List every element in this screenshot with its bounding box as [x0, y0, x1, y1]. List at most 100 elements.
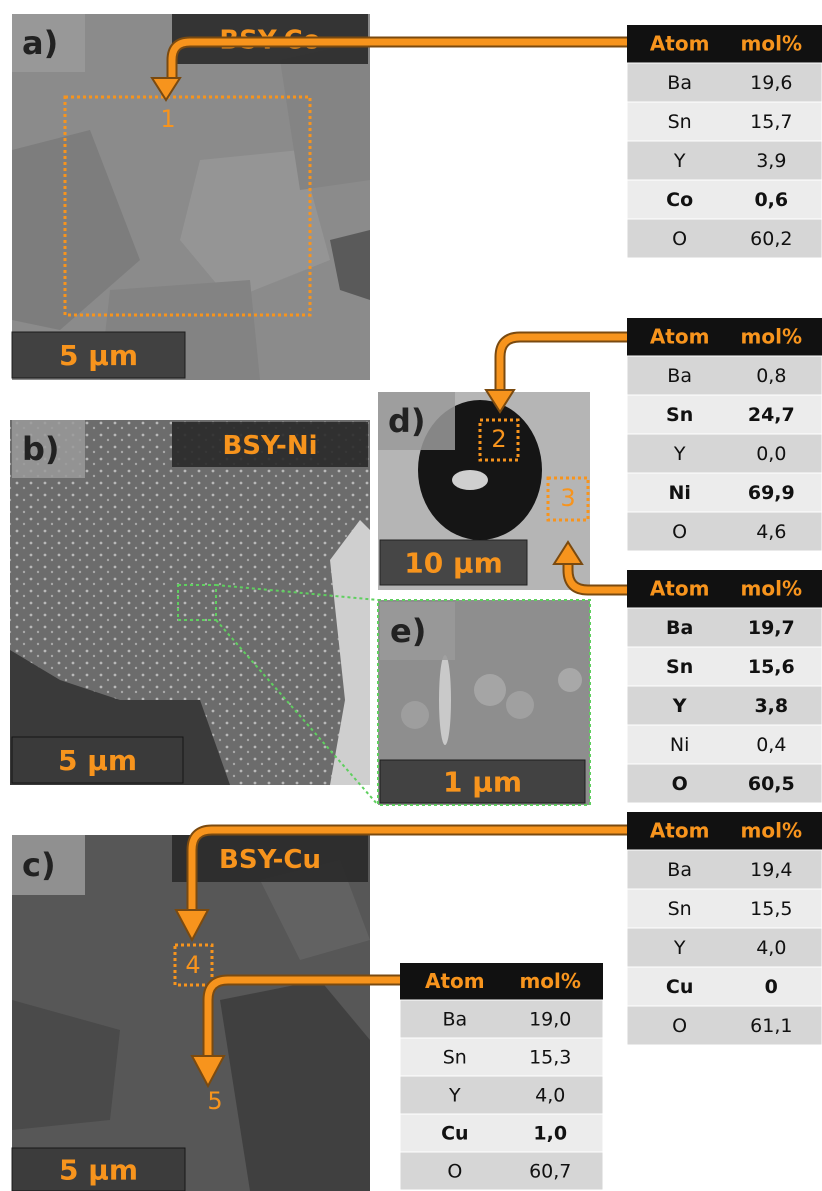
- table-row: [627, 63, 822, 102]
- element: O: [672, 228, 687, 250]
- element: Ni: [668, 482, 690, 504]
- mol-percent: 61,1: [750, 1015, 792, 1037]
- mol-percent: 3,9: [756, 150, 786, 172]
- composition-table: Atom mol% Ba 19,0 Sn 15,3 Y 4,0 Cu 1,0 O 60,7: [400, 963, 603, 1190]
- element: Sn: [666, 404, 693, 426]
- scale-bar: 10 µm: [404, 547, 503, 580]
- figure: a)BSY-Co5 µm1b)BSY-Ni5 µmc)BSY-Cu5 µm45d…: [0, 0, 822, 1191]
- element: Ba: [667, 859, 692, 881]
- element: O: [672, 773, 688, 795]
- mol-percent: 24,7: [748, 404, 795, 426]
- table-row: [400, 1038, 603, 1076]
- table-row: [400, 1152, 603, 1190]
- column-header: mol%: [741, 819, 802, 843]
- panel-label: e): [390, 612, 426, 650]
- mol-percent: 19,6: [750, 72, 792, 94]
- scale-bar: 1 µm: [443, 766, 522, 799]
- table-row: [627, 889, 822, 928]
- panel-label: b): [22, 430, 60, 468]
- panel-label: d): [388, 402, 426, 440]
- mol-percent: 0,4: [756, 734, 786, 756]
- table-row: [627, 967, 822, 1006]
- element: Y: [448, 1085, 461, 1107]
- point-marker: 3: [560, 484, 575, 512]
- mol-percent: 60,7: [529, 1161, 571, 1183]
- column-header: mol%: [741, 577, 802, 601]
- mol-percent: 0: [765, 976, 778, 998]
- column-header: mol%: [519, 969, 580, 993]
- column-header: Atom: [650, 32, 710, 56]
- element: Ba: [442, 1009, 467, 1031]
- panel-label: a): [22, 24, 58, 62]
- element: Cu: [441, 1123, 468, 1145]
- mol-percent: 15,5: [750, 898, 792, 920]
- composition-table: Atom mol% Ba 19,4 Sn 15,5 Y 4,0 Cu 0 O 61,1: [627, 812, 822, 1045]
- mol-percent: 19,0: [529, 1009, 571, 1031]
- element: Ba: [667, 72, 692, 94]
- element: Y: [673, 937, 686, 959]
- element: Ni: [670, 734, 690, 756]
- page: {"panels": [ {"label": "a)", "sample": "…: [0, 0, 822, 1191]
- mol-percent: 15,6: [748, 656, 795, 678]
- element: Cu: [666, 976, 693, 998]
- point-marker: 4: [185, 951, 200, 979]
- point-marker: 5: [207, 1087, 222, 1115]
- table-row: [400, 1076, 603, 1114]
- mol-percent: 4,6: [756, 521, 786, 543]
- mol-percent: 60,2: [750, 228, 792, 250]
- column-header: Atom: [425, 969, 485, 993]
- mol-percent: 60,5: [748, 773, 795, 795]
- column-header: Atom: [650, 325, 710, 349]
- panel-label: c): [22, 846, 56, 884]
- table-row: [627, 928, 822, 967]
- table-row: [627, 434, 822, 473]
- table-row: [627, 356, 822, 395]
- element: O: [447, 1161, 462, 1183]
- mol-percent: 15,7: [750, 111, 792, 133]
- element: Ba: [667, 365, 692, 387]
- column-header: mol%: [741, 325, 802, 349]
- element: Ba: [666, 617, 693, 639]
- element: Y: [673, 150, 686, 172]
- table-row: [627, 141, 822, 180]
- element: Co: [666, 189, 693, 211]
- composition-table: Atom mol% Ba 19,6 Sn 15,7 Y 3,9 Co 0,6 O 60,2: [627, 25, 822, 258]
- scale-bar: 5 µm: [59, 339, 138, 372]
- mol-percent: 1,0: [533, 1123, 567, 1145]
- table-row: [627, 180, 822, 219]
- table-row: [627, 102, 822, 141]
- column-header: mol%: [741, 32, 802, 56]
- mol-percent: 0,8: [756, 365, 786, 387]
- column-header: Atom: [650, 577, 710, 601]
- table-row: [627, 219, 822, 258]
- table-row: [627, 850, 822, 889]
- mol-percent: 0,0: [756, 443, 786, 465]
- element: Y: [673, 443, 686, 465]
- scale-bar: 5 µm: [59, 1154, 138, 1187]
- mol-percent: 19,4: [750, 859, 792, 881]
- mol-percent: 3,8: [754, 695, 788, 717]
- point-marker: 2: [491, 425, 506, 453]
- element: Sn: [668, 111, 692, 133]
- element: Sn: [666, 656, 693, 678]
- mol-percent: 15,3: [529, 1047, 571, 1069]
- composition-table: Atom mol% Ba 0,8 Sn 24,7 Y 0,0 Ni 69,9 O 4,6: [627, 318, 822, 551]
- element: O: [672, 521, 687, 543]
- mol-percent: 0,6: [754, 189, 788, 211]
- scale-bar: 5 µm: [58, 744, 137, 777]
- element: O: [672, 1015, 687, 1037]
- table-row: [627, 725, 822, 764]
- mol-percent: 69,9: [748, 482, 795, 504]
- element: Sn: [443, 1047, 467, 1069]
- mol-percent: 19,7: [748, 617, 795, 639]
- table-row: [627, 686, 822, 725]
- table-row: [627, 512, 822, 551]
- composition-table: Atom mol% Ba 19,7 Sn 15,6 Y 3,8 Ni 0,4 O 60,5: [627, 570, 822, 803]
- table-row: [400, 1114, 603, 1152]
- element: Sn: [668, 898, 692, 920]
- mol-percent: 4,0: [535, 1085, 565, 1107]
- sample-name: BSY-Cu: [219, 845, 321, 875]
- mol-percent: 4,0: [756, 937, 786, 959]
- element: Y: [672, 695, 687, 717]
- column-header: Atom: [650, 819, 710, 843]
